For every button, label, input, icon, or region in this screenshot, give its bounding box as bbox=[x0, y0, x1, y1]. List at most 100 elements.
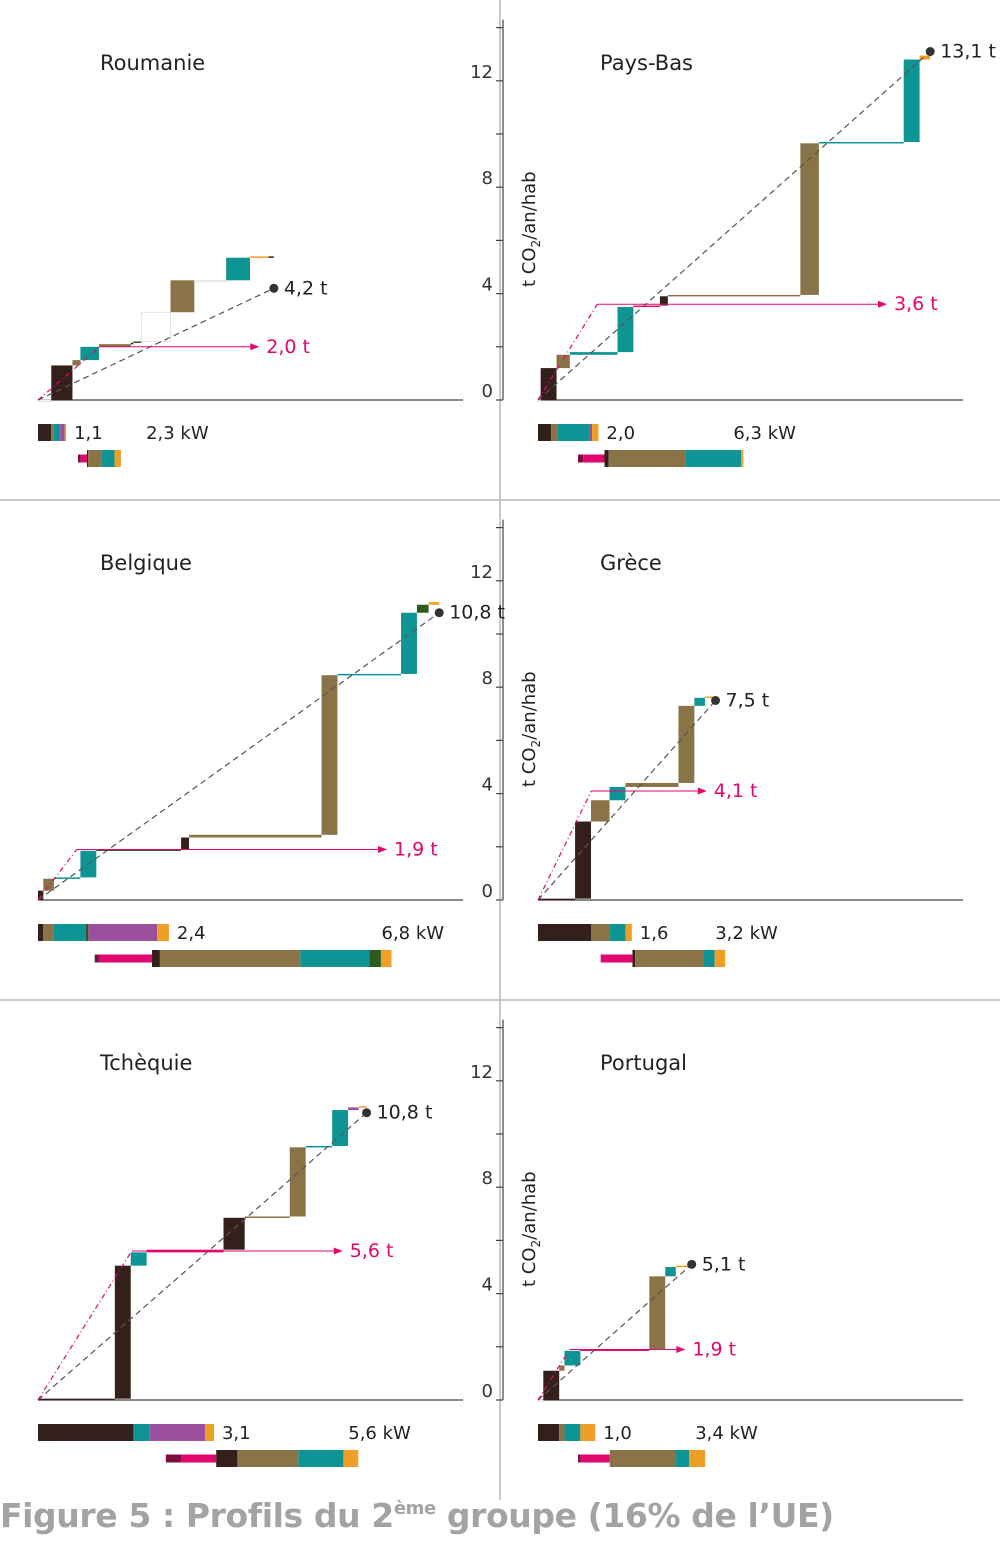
bar1-label: 1,0 bbox=[603, 1423, 632, 1444]
bar1-segment bbox=[559, 1424, 565, 1441]
step-bar bbox=[564, 1350, 581, 1366]
total-marker bbox=[434, 608, 444, 618]
bar2-segment bbox=[237, 1450, 299, 1467]
bar2-segment bbox=[78, 454, 81, 463]
step-bar bbox=[189, 834, 322, 838]
total-marker bbox=[711, 696, 721, 705]
step-bar bbox=[268, 256, 274, 258]
bar1-segment bbox=[538, 424, 552, 441]
bar2-segment bbox=[94, 954, 99, 963]
bar2-segment bbox=[101, 450, 115, 467]
step-bar bbox=[667, 294, 801, 297]
total-marker bbox=[925, 47, 935, 57]
bar1-segment bbox=[609, 924, 626, 941]
step-bar bbox=[704, 696, 716, 699]
bar1-segment bbox=[592, 424, 599, 441]
target-arrowhead bbox=[250, 343, 260, 351]
step-bar bbox=[559, 1365, 565, 1371]
bar2-label: 6,3 kW bbox=[733, 423, 796, 444]
step-bar bbox=[537, 1399, 544, 1402]
panel-title: Belgique bbox=[100, 551, 192, 575]
bar1-segment bbox=[60, 424, 65, 441]
caption-prefix: Figure 5 : Profils du 2 bbox=[0, 1496, 394, 1535]
bar2-label: 3,2 kW bbox=[715, 923, 778, 944]
step-bar bbox=[556, 354, 570, 369]
step-bar bbox=[903, 59, 920, 142]
step-bar bbox=[193, 279, 227, 283]
total-label: 4,2 t bbox=[284, 277, 328, 299]
y-tick-label: 8 bbox=[482, 668, 493, 689]
step-bar bbox=[665, 1267, 676, 1277]
y-axis-label: t CO2/an/hab bbox=[519, 171, 543, 287]
bar2-segment bbox=[609, 1450, 677, 1467]
target-label: 1,9 t bbox=[394, 838, 438, 860]
bar1-segment bbox=[625, 924, 632, 941]
trend-line bbox=[37, 612, 440, 901]
bar2-segment bbox=[159, 950, 301, 967]
bar2-segment bbox=[380, 950, 392, 967]
bar2-segment bbox=[165, 1454, 182, 1463]
y-axis-label: t CO2/an/hab bbox=[519, 1171, 543, 1287]
step-bar bbox=[223, 1217, 245, 1250]
bar1-label: 2,0 bbox=[606, 423, 635, 444]
bar1-segment bbox=[157, 924, 169, 941]
trend-line bbox=[37, 287, 275, 401]
trend-line bbox=[537, 51, 931, 401]
bar1-segment bbox=[64, 424, 67, 441]
bar2-segment bbox=[741, 450, 744, 467]
bar1-segment bbox=[85, 924, 89, 941]
step-bar bbox=[609, 786, 626, 801]
step-bar bbox=[633, 305, 660, 308]
total-marker bbox=[362, 1108, 372, 1118]
target-dashdot bbox=[537, 790, 592, 901]
step-bar bbox=[348, 1107, 359, 1111]
bar2-segment bbox=[685, 450, 742, 467]
bar2-segment bbox=[343, 1450, 359, 1467]
target-arrowhead bbox=[333, 1247, 343, 1255]
panel-title: Tchèquie bbox=[99, 1051, 192, 1075]
total-label: 10,8 t bbox=[449, 602, 505, 624]
bar1-segment bbox=[38, 924, 44, 941]
step-bar bbox=[537, 399, 542, 402]
bar2-segment bbox=[714, 950, 726, 967]
step-bar bbox=[98, 344, 131, 347]
step-bar bbox=[53, 877, 81, 879]
target-label: 3,6 t bbox=[894, 293, 938, 315]
bar1-segment bbox=[589, 424, 593, 441]
bar1-segment bbox=[538, 924, 591, 941]
step-bar bbox=[43, 878, 54, 891]
bar2-segment bbox=[608, 450, 686, 467]
y-tick-label: 4 bbox=[482, 1275, 493, 1296]
bar1-segment bbox=[564, 1424, 581, 1441]
bar1-segment bbox=[51, 424, 54, 441]
figure-caption: Figure 5 : Profils du 2ème groupe (16% d… bbox=[0, 1496, 834, 1535]
panel-title: Portugal bbox=[600, 1051, 687, 1075]
step-bar bbox=[38, 890, 44, 900]
step-bar bbox=[244, 1216, 290, 1218]
step-bar bbox=[170, 280, 195, 313]
step-bar bbox=[694, 697, 705, 706]
bar2-segment bbox=[369, 950, 381, 967]
trend-line bbox=[537, 1263, 693, 1401]
target-arrowhead bbox=[697, 787, 707, 795]
bar2-label: 2,3 kW bbox=[146, 423, 209, 444]
total-label: 10,8 t bbox=[377, 1102, 433, 1124]
bar2-segment bbox=[704, 950, 715, 967]
step-bar bbox=[649, 1276, 666, 1350]
step-bar bbox=[181, 837, 190, 850]
bar1-segment bbox=[591, 924, 610, 941]
step-bar bbox=[289, 1147, 306, 1217]
y-tick-label: 8 bbox=[482, 168, 493, 189]
step-bar bbox=[569, 352, 618, 355]
bar2-segment bbox=[578, 454, 584, 463]
y-tick-label: 4 bbox=[482, 275, 493, 296]
step-bar bbox=[428, 602, 440, 605]
bar2-segment bbox=[98, 954, 152, 963]
target-dashdot bbox=[537, 303, 598, 401]
step-bar bbox=[51, 365, 73, 400]
y-tick-label: 0 bbox=[482, 881, 493, 902]
bar2-segment bbox=[580, 1454, 610, 1463]
target-arrowhead bbox=[878, 300, 887, 308]
step-bar bbox=[337, 673, 402, 676]
bar1-label: 1,6 bbox=[640, 923, 669, 944]
